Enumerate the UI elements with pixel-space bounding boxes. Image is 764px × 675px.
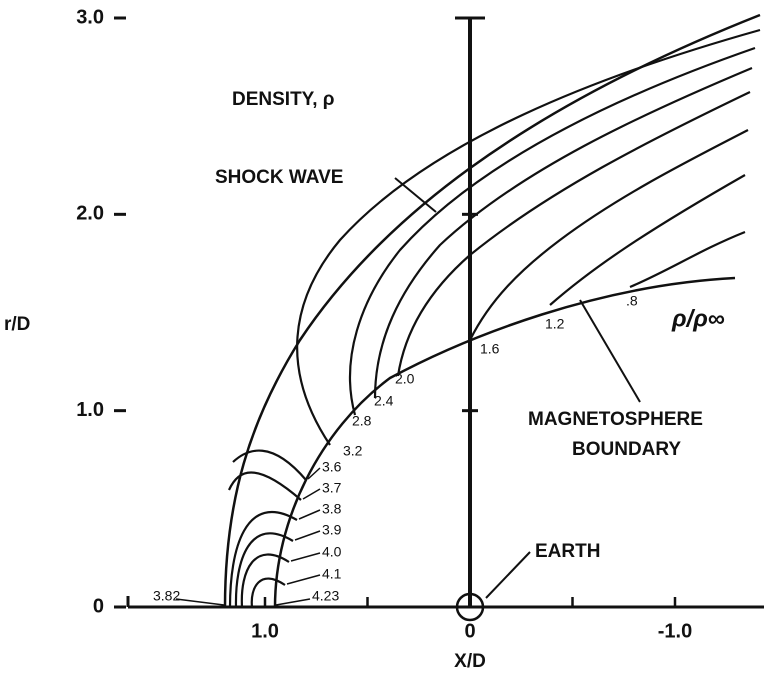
contour-label: 2.0 [395,371,415,387]
annotation: BOUNDARY [572,439,681,460]
contour-label: 3.82 [153,588,180,604]
contour-line [228,511,298,608]
contour-label: 3.6 [322,459,342,475]
contour-line [227,471,302,501]
contour-leader [294,530,321,541]
contour-line [549,174,746,306]
y-tick-label: 3.0 [76,6,104,28]
annotation: EARTH [535,541,600,562]
contour-leader [175,598,225,606]
contour-label: 3.9 [322,522,342,538]
contour-label: 2.8 [352,413,372,429]
contour-line [348,46,756,416]
contour-label: 4.1 [322,566,342,582]
leader [394,177,437,213]
shock-wave [223,13,761,608]
contour-line [232,449,307,481]
x-tick-label: 1.0 [251,620,279,642]
y-axis-label: r/D [4,314,30,335]
contour-leader [275,598,311,606]
contour-leader [302,488,321,500]
contour-label: 4.23 [312,588,339,604]
leader [485,551,531,599]
contour-leader [307,467,321,480]
contour-label: 4.0 [322,544,342,560]
contour-label: .8 [626,293,638,309]
contour-label: 1.2 [545,316,565,332]
contour-leader [286,574,321,585]
annotation: SHOCK WAVE [215,167,343,188]
annotation: MAGNETOSPHERE [528,409,703,430]
chart-title: DENSITY, ρ [232,89,335,110]
y-tick-label: 0 [93,595,104,617]
x-tick-label: 0 [464,620,475,642]
contour-label: 2.4 [374,393,394,409]
contour-label: 3.7 [322,480,342,496]
annotation: ρ/ρ∞ [671,305,725,332]
contour-line [396,91,751,377]
y-tick-label: 1.0 [76,399,104,421]
contour-line [373,66,753,399]
contour-label: 3.8 [322,501,342,517]
x-axis-label: X/D [454,651,486,672]
contour-line [240,553,290,608]
contour-label: 3.2 [343,443,363,459]
contour-line [250,577,286,608]
contour-line [469,129,749,341]
y-tick-label: 2.0 [76,203,104,225]
contour-line [234,532,294,608]
contour-line [629,230,746,289]
contour-leader [298,509,321,520]
magnetosphere-boundary [273,276,736,608]
x-tick-label: -1.0 [658,620,692,642]
leader [579,299,641,403]
contour-leader [290,552,321,562]
contour-label: 1.6 [480,341,500,357]
contour-line [296,28,761,446]
